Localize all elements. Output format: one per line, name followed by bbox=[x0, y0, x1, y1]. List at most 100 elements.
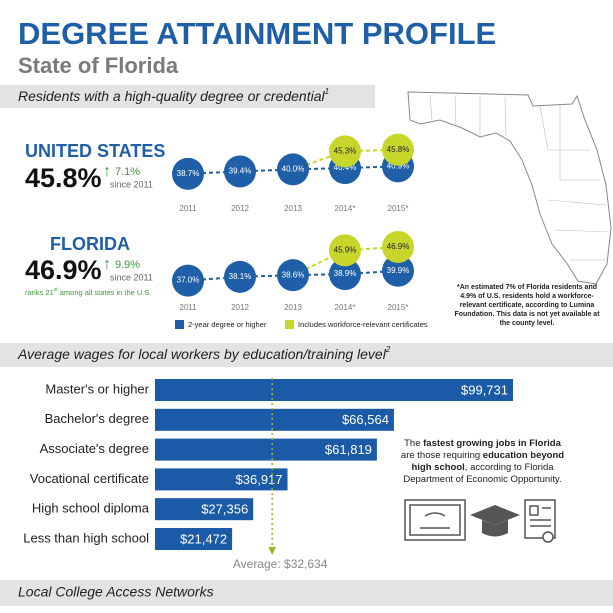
dot-label: 39.4% bbox=[229, 167, 252, 176]
year-label: 2014* bbox=[335, 303, 356, 312]
section-band bbox=[0, 85, 375, 108]
stat-rank: ranks 21st among all states in the U.S. bbox=[25, 287, 151, 297]
bar-category: High school diploma bbox=[32, 501, 150, 516]
bar-category: Associate's degree bbox=[40, 441, 149, 456]
legend-swatch bbox=[175, 320, 184, 329]
year-label: 2013 bbox=[284, 204, 302, 213]
bar-category: Less than high school bbox=[23, 530, 149, 545]
cap-icon bbox=[470, 505, 520, 537]
dot-label: 38.6% bbox=[282, 270, 305, 279]
stat-value: 46.9% bbox=[25, 255, 102, 285]
average-label: Average: $32,634 bbox=[233, 557, 328, 571]
stat-name: FLORIDA bbox=[50, 234, 130, 254]
legend-label: 2-year degree or higher bbox=[188, 320, 267, 329]
dot bbox=[382, 254, 414, 287]
dot bbox=[172, 157, 204, 190]
dot bbox=[382, 133, 414, 166]
certificate-icon bbox=[404, 499, 466, 541]
legend-swatch bbox=[285, 320, 294, 329]
stat-change: 7.1% bbox=[115, 166, 140, 178]
section-band bbox=[0, 343, 613, 367]
bar-value: $61,819 bbox=[325, 442, 372, 457]
dot bbox=[172, 264, 204, 297]
stat-value: 45.8% bbox=[25, 163, 102, 193]
dot bbox=[382, 230, 414, 263]
bar bbox=[155, 498, 254, 521]
dot-label: 38.9% bbox=[334, 269, 357, 278]
county-lines bbox=[429, 94, 611, 261]
year-label: 2014* bbox=[335, 204, 356, 213]
stat-since: since 2011 bbox=[110, 179, 153, 189]
dot-label: 45.3% bbox=[334, 146, 357, 155]
dot-label: 45.8% bbox=[387, 145, 410, 154]
year-label: 2011 bbox=[179, 303, 197, 312]
section-note: 2 bbox=[385, 345, 391, 354]
bar-value: $21,472 bbox=[180, 531, 227, 546]
subtitle: State of Florida bbox=[18, 53, 179, 78]
bar bbox=[155, 379, 513, 401]
year-label: 2013 bbox=[284, 303, 302, 312]
dot-label: 46.9% bbox=[387, 242, 410, 251]
rank-text: ranks 21 bbox=[25, 288, 54, 297]
dot-label: 40.4% bbox=[334, 163, 357, 172]
year-label: 2012 bbox=[231, 303, 249, 312]
bar-category: Bachelor's degree bbox=[45, 411, 149, 426]
dot-label: 37.0% bbox=[177, 276, 200, 285]
bar-value: $36,917 bbox=[236, 472, 283, 487]
callout-text: are those requiring bbox=[400, 450, 483, 461]
dot bbox=[329, 135, 361, 168]
section-title: Average wages for local workers by educa… bbox=[17, 345, 391, 362]
dot bbox=[329, 258, 361, 291]
dot bbox=[224, 155, 256, 188]
callout-bold: education beyond high school bbox=[411, 450, 565, 473]
bar bbox=[155, 528, 233, 550]
rank-text: among all states in the U.S. bbox=[58, 288, 152, 297]
year-label: 2012 bbox=[231, 204, 249, 213]
callout-bold: fastest growing jobs in Florida bbox=[423, 438, 561, 449]
dot bbox=[277, 259, 309, 292]
bar-value: $99,731 bbox=[461, 382, 508, 397]
dot-label: 40.0% bbox=[282, 165, 305, 174]
stat-change: 9.9% bbox=[115, 259, 140, 271]
section-title-text: Residents with a high-quality degree or … bbox=[18, 88, 326, 104]
section-title-text: Average wages for local workers by educa… bbox=[17, 346, 387, 362]
stat-name: UNITED STATES bbox=[25, 141, 165, 161]
bar-value: $66,564 bbox=[342, 412, 389, 427]
diploma-icon bbox=[524, 499, 556, 543]
footnote: *An estimated 7% of Florida residents an… bbox=[454, 284, 600, 327]
arrow-icon: ↑ bbox=[103, 163, 111, 180]
florida-map bbox=[407, 91, 612, 285]
dot-label: 40.9% bbox=[387, 161, 410, 170]
section-note: 1 bbox=[325, 87, 329, 96]
section-title: Residents with a high-quality degree or … bbox=[18, 87, 329, 104]
callout-text: , according to Florida Department of Eco… bbox=[403, 462, 562, 485]
dot bbox=[329, 234, 361, 267]
section-title: Local College Access Networks bbox=[18, 584, 214, 600]
bar-value: $27,356 bbox=[201, 502, 248, 517]
year-label: 2011 bbox=[179, 204, 197, 213]
dot-label: 38.7% bbox=[177, 169, 200, 178]
dot bbox=[277, 153, 309, 186]
bar bbox=[155, 468, 288, 491]
dot-label: 39.9% bbox=[387, 266, 410, 275]
bar-category: Vocational certificate bbox=[30, 471, 149, 486]
dot-label: 45.9% bbox=[334, 245, 357, 254]
title: DEGREE ATTAINMENT PROFILE bbox=[18, 16, 496, 51]
section-band bbox=[0, 580, 613, 606]
legend-label: Includes workforce-relevant certificates bbox=[298, 320, 428, 329]
year-label: 2015* bbox=[388, 204, 409, 213]
year-label: 2015* bbox=[388, 303, 409, 312]
rank-suffix: st bbox=[54, 287, 59, 293]
arrow-icon: ↑ bbox=[103, 256, 111, 273]
bar bbox=[155, 408, 394, 431]
callout-text: The bbox=[404, 438, 424, 449]
average-arrow bbox=[268, 547, 277, 555]
dot bbox=[224, 260, 256, 293]
dot-label: 38.1% bbox=[229, 272, 252, 281]
bar-category: Master's or higher bbox=[45, 381, 149, 396]
stat-since: since 2011 bbox=[110, 272, 153, 282]
bar bbox=[155, 438, 377, 461]
callout: The fastest growing jobs in Florida are … bbox=[400, 438, 565, 486]
